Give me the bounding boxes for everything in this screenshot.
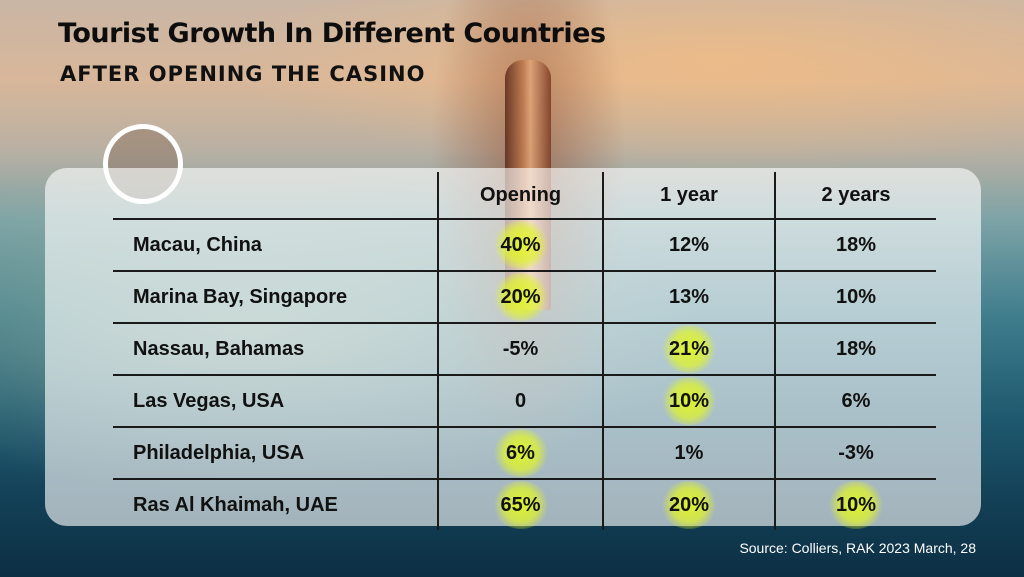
table-row: Ras Al Khaimah, UAE 65% 20% 10% [113, 479, 936, 530]
two-years-value: -3% [774, 427, 936, 480]
data-label: 10% [835, 285, 877, 308]
opening-value: 0 [437, 375, 603, 428]
country-label: Marina Bay, Singapore [113, 271, 438, 324]
one-year-value: 10% [602, 375, 775, 428]
chart-title: Tourist Growth In Different Countries [58, 18, 606, 49]
opening-value: 6% [437, 427, 603, 480]
data-label: 10% [668, 389, 710, 412]
column-header-2-years: 2 years [774, 172, 936, 220]
data-label: 18% [835, 233, 877, 256]
data-label: 40% [500, 233, 541, 256]
two-years-value: 18% [774, 219, 936, 272]
data-label: 12% [668, 233, 710, 256]
two-years-value: 10% [774, 479, 936, 530]
opening-value: 40% [437, 219, 603, 272]
chart-subtitle: AFTER OPENING THE CASINO [60, 62, 426, 86]
opening-value: 20% [437, 271, 603, 324]
data-label: 10% [835, 493, 877, 516]
data-label: 6% [506, 441, 535, 464]
data-label: 20% [500, 285, 541, 308]
data-label: 65% [500, 493, 541, 516]
table-header-row: Opening 1 year 2 years [113, 172, 936, 220]
one-year-value: 1% [602, 427, 775, 480]
column-header-country [113, 172, 438, 220]
data-label: 18% [835, 337, 877, 360]
data-label: 20% [668, 493, 710, 516]
country-label: Macau, China [113, 219, 438, 272]
two-years-value: 6% [774, 375, 936, 428]
one-year-value: 21% [602, 323, 775, 376]
data-label: 13% [668, 285, 710, 308]
table-row: Nassau, Bahamas -5% 21% 18% [113, 323, 936, 376]
column-header-opening: Opening [437, 172, 603, 220]
country-label: Las Vegas, USA [113, 375, 438, 428]
data-label: 0 [514, 389, 527, 412]
opening-value: -5% [437, 323, 603, 376]
country-label: Philadelphia, USA [113, 427, 438, 480]
one-year-value: 13% [602, 271, 775, 324]
growth-table: Opening 1 year 2 years Macau, China 40% … [113, 172, 936, 530]
one-year-value: 20% [602, 479, 775, 530]
table-row: Macau, China 40% 12% 18% [113, 219, 936, 272]
data-label: 21% [668, 337, 710, 360]
country-label: Ras Al Khaimah, UAE [133, 493, 338, 516]
data-label: -3% [838, 441, 874, 464]
one-year-value: 12% [602, 219, 775, 272]
two-years-value: 10% [774, 271, 936, 324]
table-row: Marina Bay, Singapore 20% 13% 10% [113, 271, 936, 324]
table-row: Las Vegas, USA 0 10% 6% [113, 375, 936, 428]
data-label: 6% [841, 389, 871, 412]
column-header-1-year: 1 year [602, 172, 775, 220]
opening-value: 65% [437, 479, 603, 530]
two-years-value: 18% [774, 323, 936, 376]
country-label: Nassau, Bahamas [113, 323, 438, 376]
table-row: Philadelphia, USA 6% 1% -3% [113, 427, 936, 480]
data-label: -5% [502, 337, 539, 360]
source-note: Source: Colliers, RAK 2023 March, 28 [739, 540, 976, 556]
data-label: 1% [674, 441, 704, 464]
